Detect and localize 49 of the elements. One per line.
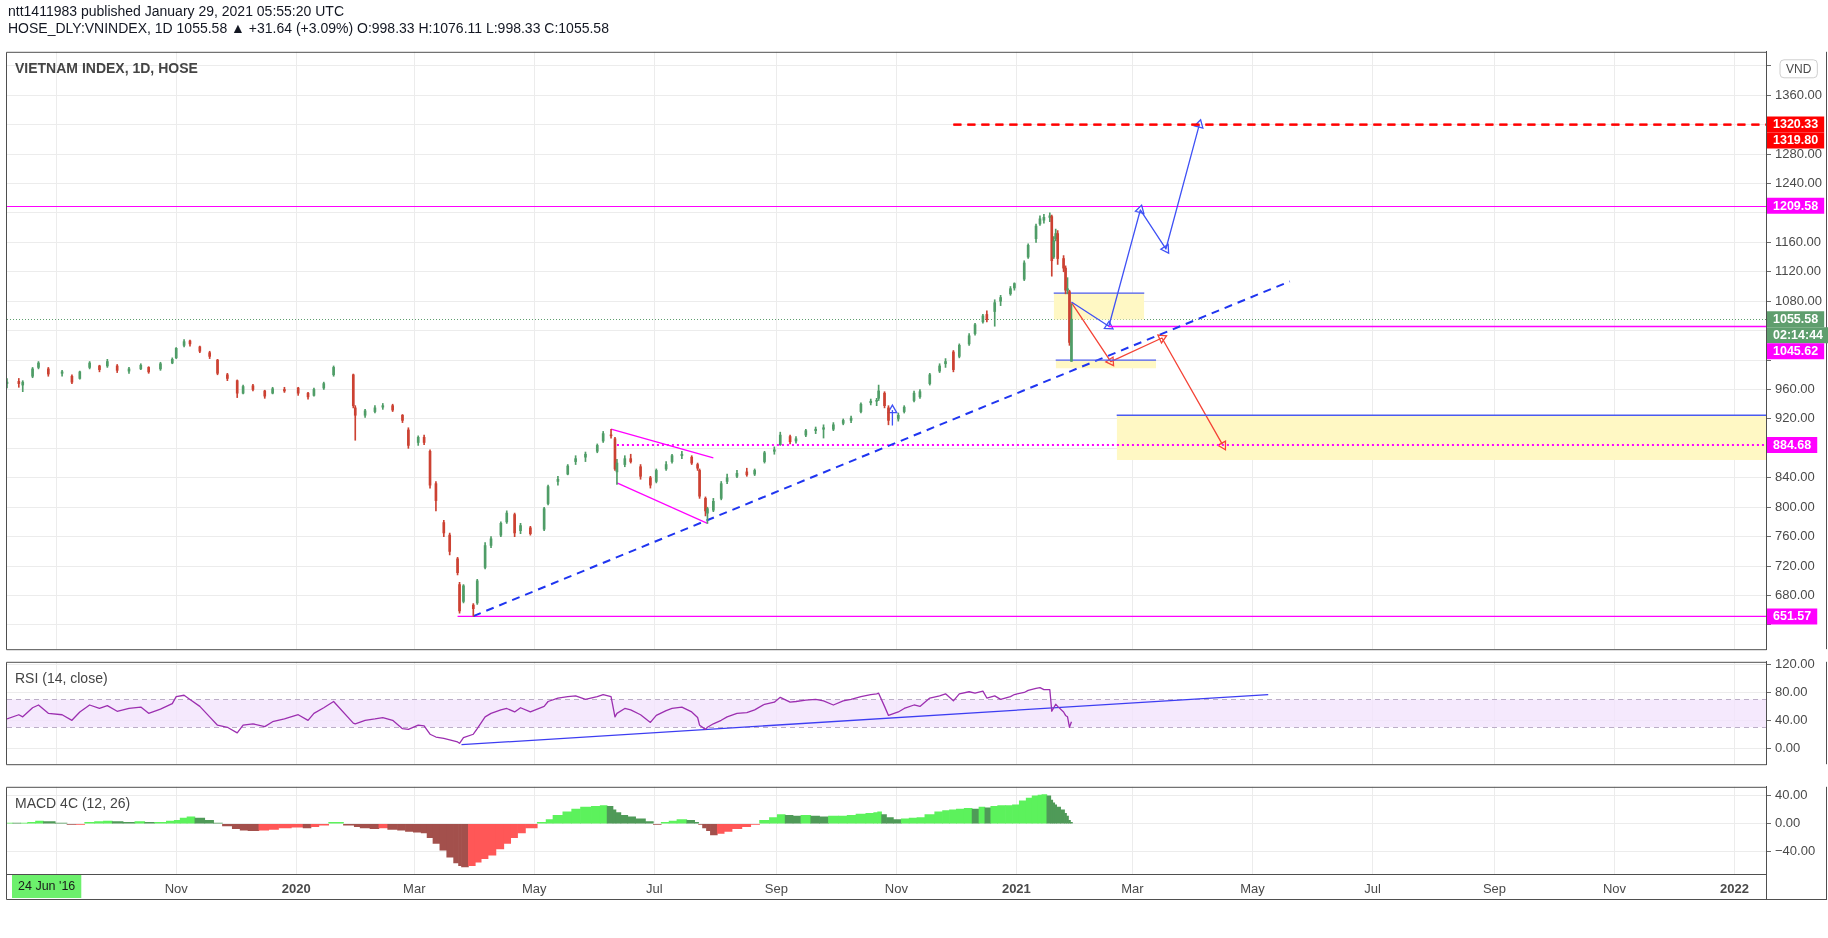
x-tick-label: 2020 [281,881,311,897]
y-tick-label: 1280.00 [1775,145,1822,161]
x-tick-label: Mar [1121,881,1145,897]
y-tick-label: 80.00 [1775,684,1808,700]
x-tick-label: 2021 [1001,881,1031,897]
x-tick-label: Jul [1364,881,1381,897]
text: 02:14:44 [1773,328,1824,343]
y-tick-label: 1240.00 [1775,175,1822,191]
text: ntt1411983 published January 29, 2021 05:55:20 UTC [8,3,344,20]
y-tick-label: 120.00 [1775,656,1815,672]
x-tick-label: Jul [646,881,663,897]
y-tick-label: 960.00 [1775,381,1815,397]
y-axis-title: VND [1786,61,1812,76]
y-tick-label: 1120.00 [1775,263,1822,279]
y-tick-label: −40.00 [1775,843,1816,859]
x-tick-label: Mar [403,881,427,897]
y-tick-label: 0.00 [1775,815,1801,831]
ref-line-label: 1209.58 [1773,198,1819,213]
y-tick-label: 680.00 [1775,587,1815,603]
y-tick-label: 0.00 [1775,739,1801,755]
y-tick-label: 920.00 [1775,410,1815,426]
y-tick-label: 760.00 [1775,528,1815,544]
text: 24 Jun '16 [18,879,76,894]
x-tick-label: Sep [764,881,788,897]
x-tick-label: Sep [1482,881,1507,897]
y-tick-label: 1080.00 [1775,292,1822,308]
x-tick-label: 2022 [1720,881,1749,897]
data-label: 1319.80 [1773,133,1819,148]
data-label: 1045.62 [1773,344,1819,359]
y-tick-label: 1160.00 [1775,233,1822,249]
text: MACD 4C (12, 26) [15,794,131,811]
chart-subtitle: HOSE_DLY:VNINDEX, 1D 1055.58 ▲ +31.64 (+3.09%) O:998.33 H:1076.11 L:998.33 C:1055.58 [8,20,609,37]
data-label: 884.68 [1773,437,1812,452]
y-tick-label: 1360.00 [1775,86,1822,102]
text: RSI (14, close) [15,669,108,686]
y-tick-label: 40.00 [1775,711,1808,727]
data-label: 651.57 [1773,609,1812,624]
data-label: 1320.33 [1773,117,1819,132]
text: VIETNAM INDEX, 1D, HOSE [15,59,198,76]
y-tick-label: 720.00 [1775,557,1815,573]
x-tick-label: Nov [884,881,909,897]
y-tick-label: 800.00 [1775,498,1815,514]
x-tick-label: May [522,881,548,897]
x-tick-label: Nov [164,881,189,897]
x-tick-label: Nov [1602,881,1627,897]
y-tick-label: 40.00 [1775,787,1808,803]
y-tick-label: 840.00 [1775,469,1815,485]
ref-line-label: 1055.58 [1773,312,1819,327]
x-tick-label: May [1240,881,1266,897]
